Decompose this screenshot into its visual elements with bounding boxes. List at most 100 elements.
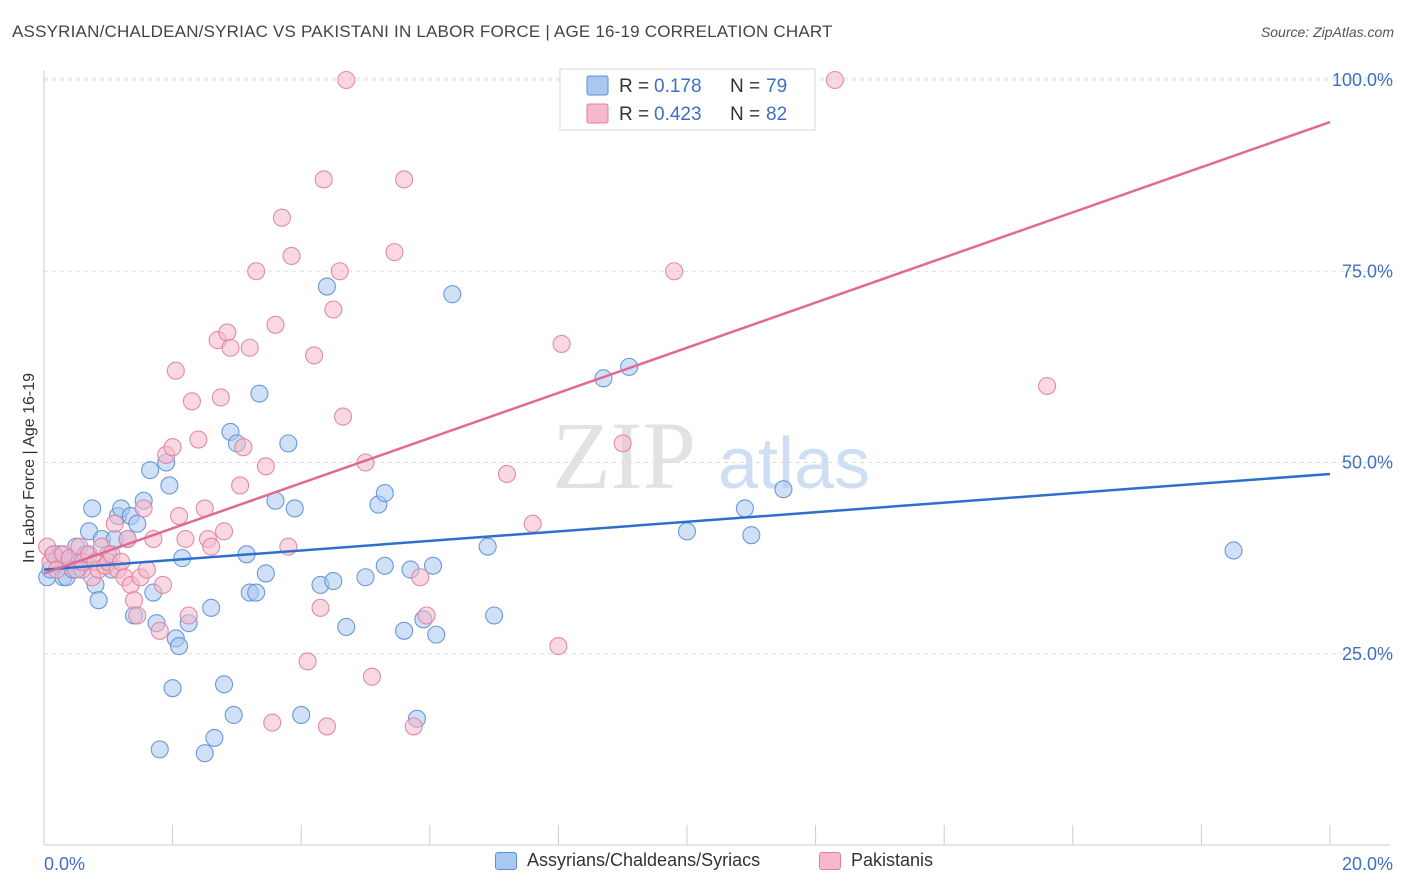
- pakistanis-point: [330, 262, 349, 281]
- assyrians-point: [141, 461, 160, 480]
- pakistanis-point: [163, 438, 182, 457]
- assyrians-point: [735, 499, 754, 518]
- axes: [43, 70, 1390, 846]
- pakistanis-point: [218, 323, 237, 342]
- pakistanis-point: [137, 560, 156, 579]
- pakistanis-point: [311, 598, 330, 617]
- pakistanis-point: [317, 717, 336, 736]
- assyrians-point: [317, 277, 336, 296]
- legend-n-value-pink: 82: [766, 104, 787, 125]
- pakistanis-point: [231, 476, 250, 495]
- pakistanis-point: [324, 300, 343, 319]
- pakistanis-point: [665, 262, 684, 281]
- assyrians-point: [324, 572, 343, 591]
- assyrians-point: [375, 484, 394, 503]
- bottom-legend-item-pakistanis: Pakistanis: [819, 850, 933, 871]
- pakistanis-point: [234, 438, 253, 457]
- assyrians-point: [337, 617, 356, 637]
- pakistanis-point: [1038, 376, 1057, 396]
- pakistanis-point: [272, 208, 291, 227]
- assyrians-point: [375, 556, 394, 575]
- pakistanis-point: [298, 652, 317, 671]
- legend-r-label-blue: R =: [619, 76, 649, 97]
- assyrians-point: [128, 514, 147, 533]
- pakistanis-point: [221, 338, 240, 357]
- pakistanis-point: [497, 464, 517, 484]
- pakistanis-point: [166, 361, 185, 380]
- pakistanis-point: [189, 430, 208, 449]
- assyrians-point: [256, 564, 275, 583]
- assyrians-point: [202, 598, 221, 617]
- pakistanis-point: [333, 407, 353, 426]
- assyrians-point: [163, 679, 182, 698]
- pakistanis-point: [112, 552, 131, 572]
- assyrians-point: [292, 705, 311, 725]
- assyrians-trend-line: [43, 472, 1331, 571]
- assyrians-point: [160, 476, 179, 495]
- assyrians-point: [443, 285, 462, 304]
- watermark-atlas: atlas: [718, 424, 870, 504]
- pakistanis-point: [417, 606, 436, 625]
- pakistanis-point: [105, 514, 124, 533]
- pakistanis-point: [385, 243, 404, 262]
- pakistanis-point: [552, 334, 571, 353]
- pakistanis-point: [153, 575, 173, 594]
- y-tick-label-50: 50.0%: [1342, 453, 1393, 473]
- bottom-legend: Assyrians/Chaldeans/Syriacs Pakistanis: [0, 850, 1406, 880]
- assyrians-point: [279, 434, 298, 453]
- assyrians-point: [423, 556, 443, 575]
- tick-labels: 25.0% 50.0% 75.0% 100.0% 0.0% 20.0%: [44, 70, 1393, 874]
- pakistanis-point: [211, 388, 230, 407]
- assyrians-point: [250, 384, 269, 403]
- pakistanis-point: [182, 392, 201, 411]
- pakistanis-point: [337, 70, 356, 90]
- assyrians-point: [285, 499, 304, 518]
- assyrians-point: [1224, 541, 1243, 560]
- trend-lines: [43, 120, 1331, 575]
- y-tick-label-100: 100.0%: [1332, 70, 1393, 90]
- assyrians-point: [677, 522, 697, 541]
- pakistanis-point: [411, 568, 430, 587]
- pakistanis-point: [256, 457, 275, 476]
- source-label: Source: ZipAtlas.com: [1260, 24, 1394, 40]
- assyrians-point: [356, 568, 375, 587]
- bottom-legend-label-assyrians: Assyrians/Chaldeans/Syriacs: [527, 850, 761, 870]
- legend: R = 0.178 N = 79 R = 0.423 N = 82: [559, 68, 816, 131]
- y-tick-label-75: 75.0%: [1342, 261, 1393, 281]
- assyrians-point: [427, 625, 446, 644]
- pakistanis-point: [134, 499, 153, 518]
- legend-swatch-blue: [586, 75, 609, 96]
- pakistanis-point: [263, 713, 282, 732]
- pakistanis-point: [395, 170, 414, 189]
- assyrians-point: [195, 744, 214, 763]
- assyrians-point: [83, 499, 102, 518]
- pakistanis-point: [314, 170, 333, 189]
- legend-r-label-pink: R =: [619, 104, 649, 125]
- pakistanis-point: [523, 514, 542, 533]
- assyrians-point: [395, 621, 414, 640]
- pakistanis-point: [247, 262, 266, 281]
- pakistanis-point: [404, 717, 423, 736]
- assyrians-point: [774, 480, 793, 499]
- pakistanis-point: [150, 621, 169, 640]
- pakistanis-trend-line: [43, 120, 1331, 575]
- legend-r-value-blue: 0.178: [654, 76, 702, 97]
- pakistanis-point: [305, 346, 324, 365]
- legend-n-value-blue: 79: [766, 76, 787, 97]
- x-tick-label-max: 20.0%: [1342, 854, 1393, 874]
- pakistanis-point: [266, 315, 285, 334]
- pakistanis-point: [282, 246, 301, 265]
- legend-n-label-blue: N =: [730, 76, 760, 97]
- y-axis-title: In Labor Force | Age 16-19: [21, 373, 38, 563]
- bottom-legend-label-pakistanis: Pakistanis: [851, 850, 934, 870]
- bottom-legend-swatch-pink: [819, 851, 841, 870]
- assyrians-point: [742, 526, 761, 545]
- pakistanis-point: [549, 637, 568, 656]
- pakistanis-point: [240, 338, 259, 357]
- y-tick-label-25: 25.0%: [1342, 644, 1393, 664]
- assyrians-point: [485, 606, 504, 625]
- assyrians-point: [150, 740, 169, 759]
- pakistanis-point: [128, 606, 147, 625]
- x-tick-label-min: 0.0%: [44, 854, 85, 874]
